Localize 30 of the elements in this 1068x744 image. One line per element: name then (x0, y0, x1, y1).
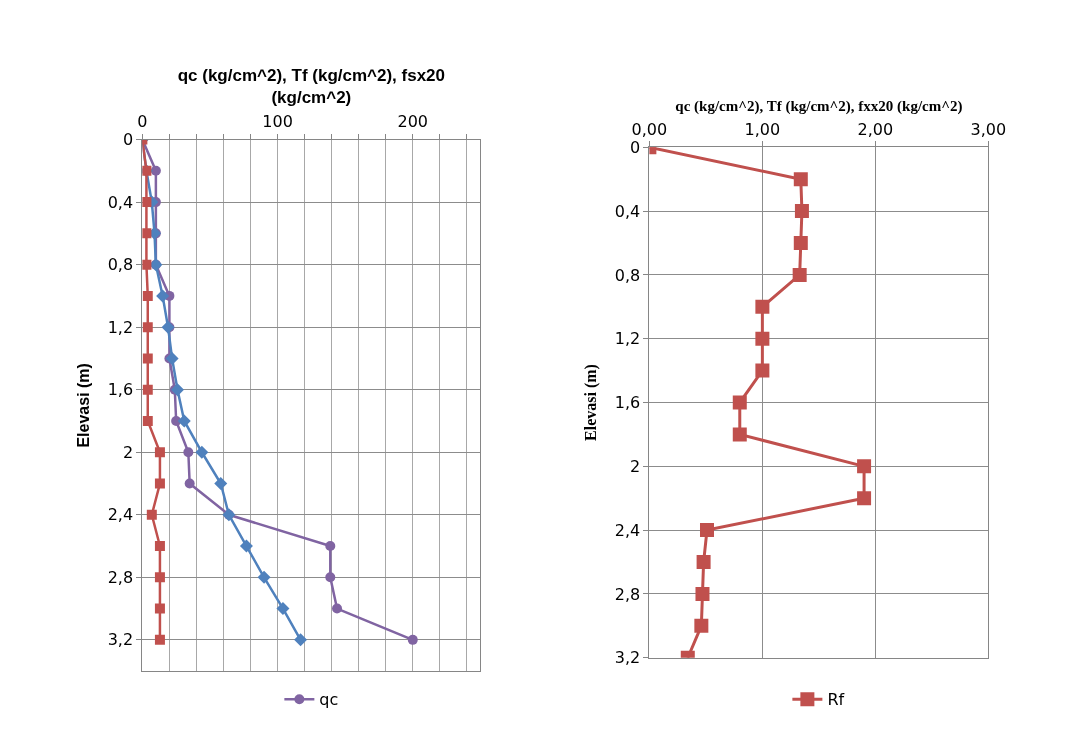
y-axis-title: Elevasi (m) (581, 364, 600, 441)
x-axis-title: qc (kg/cm^2), Tf (kg/cm^2), fxx20 (kg/cm^2) (675, 98, 963, 116)
y-tick-label: 1,2 (107, 317, 134, 337)
y-tick-label: 2 (629, 456, 641, 476)
y-tick-label: 2 (122, 442, 134, 462)
y-tick-label: 2,4 (614, 520, 641, 540)
y-axis-title: Elevasi (m) (74, 363, 92, 448)
x-axis-title: qc (kg/cm^2), Tf (kg/cm^2), fsx20 (kg/cm^2) (177, 65, 446, 107)
x-tick-label: 0,00 (631, 119, 668, 139)
legend-label: Rf (827, 690, 845, 710)
y-tick-label: 1,6 (614, 393, 641, 413)
y-tick-label: 0,8 (614, 265, 641, 285)
y-tick-label: 0 (629, 137, 641, 157)
y-tick-label: 2,8 (107, 567, 134, 587)
x-tick-label: 2,00 (857, 119, 894, 139)
y-tick-label: 3,2 (614, 648, 641, 668)
x-tick-label: 0 (137, 112, 148, 132)
y-tick-label: 2,8 (614, 584, 641, 604)
y-tick-label: 0,4 (614, 201, 641, 221)
x-tick-label: 3,00 (970, 119, 1007, 139)
x-tick-label: 1,00 (744, 119, 781, 139)
y-tick-label: 1,6 (107, 380, 134, 400)
x-tick-label: 100 (262, 112, 293, 132)
legend-label: qc (319, 690, 339, 710)
y-tick-label: 0,4 (107, 192, 134, 212)
y-tick-label: 1,2 (614, 329, 641, 349)
x-tick-label: 200 (397, 112, 429, 132)
y-tick-label: 2,4 (107, 505, 134, 525)
y-tick-label: 3,2 (107, 630, 134, 650)
y-tick-label: 0,8 (107, 255, 134, 275)
